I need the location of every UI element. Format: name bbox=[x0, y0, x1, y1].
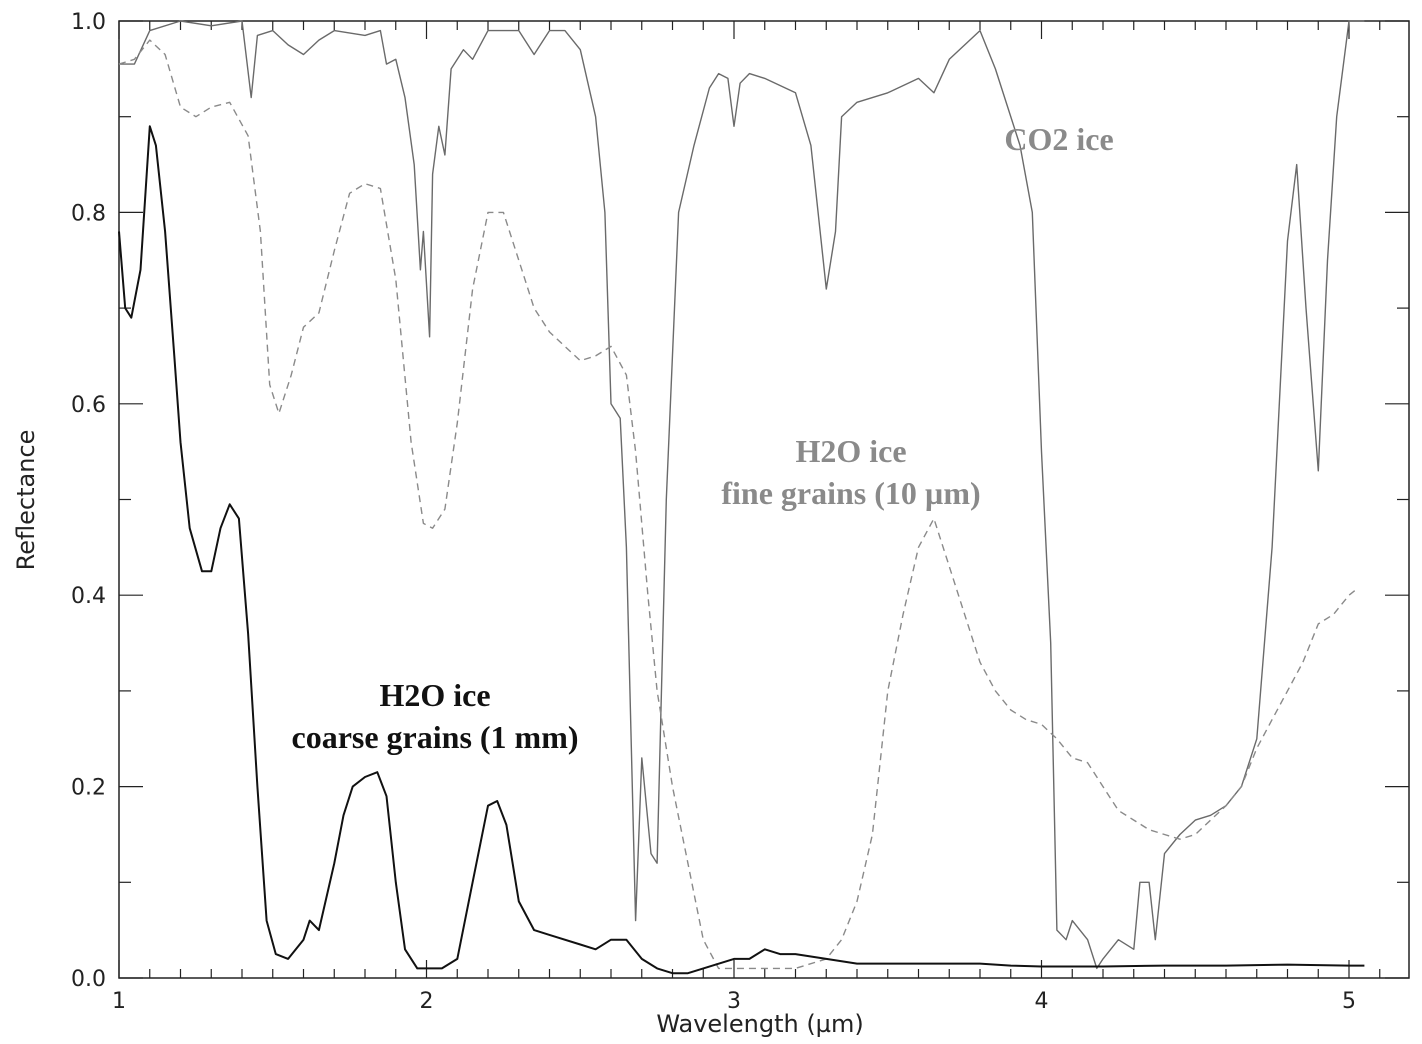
series-line-fine bbox=[118, 39, 1356, 970]
annotation-coarse: coarse grains (1 mm) bbox=[291, 719, 578, 755]
tick-labels: 1 2 3 4 5 0.0 0.2 0.4 0.6 0.8 1.0 bbox=[71, 10, 1356, 1014]
annotations: CO2 ice H2O ice fine grains (10 µm) H2O ice… bbox=[291, 121, 1113, 755]
annotation-co2: CO2 ice bbox=[1004, 121, 1113, 157]
x-tick-label: 1 bbox=[112, 989, 126, 1014]
series-layer bbox=[118, 20, 1365, 975]
series-line-co2 bbox=[119, 20, 1365, 970]
x-tick-label: 2 bbox=[420, 989, 434, 1014]
x-tick-label: 5 bbox=[1342, 989, 1356, 1014]
x-tick-label: 4 bbox=[1035, 989, 1049, 1014]
series-line-coarse bbox=[118, 125, 1365, 975]
y-tick-label: 0.0 bbox=[71, 967, 106, 992]
x-axis-title: Wavelength (µm) bbox=[656, 1010, 863, 1038]
x-tick-label: 3 bbox=[727, 989, 741, 1014]
annotation-fine: fine grains (10 µm) bbox=[721, 475, 980, 511]
y-tick-label: 1.0 bbox=[71, 10, 106, 35]
y-tick-label: 0.2 bbox=[71, 776, 106, 801]
y-tick-label: 0.8 bbox=[71, 201, 106, 226]
annotation-coarse: H2O ice bbox=[379, 677, 490, 713]
annotation-fine: H2O ice bbox=[795, 433, 906, 469]
y-axis-title: Reflectance bbox=[12, 430, 40, 571]
y-tick-label: 0.6 bbox=[71, 393, 106, 418]
axis-ticks bbox=[118, 20, 1409, 979]
y-tick-label: 0.4 bbox=[71, 584, 106, 609]
